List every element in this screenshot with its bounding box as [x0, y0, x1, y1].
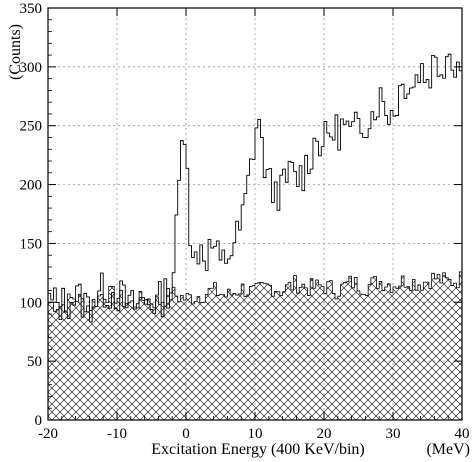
y-tick-label: 350: [20, 1, 43, 17]
y-tick-label: 150: [20, 236, 43, 252]
y-tick-label: 0: [35, 413, 43, 429]
background-histogram: [47, 271, 463, 421]
y-axis-ticks: 0 50 100 150 200 250 300 350: [20, 1, 462, 429]
x-tick-label: 20: [317, 426, 332, 442]
y-axis-label: (Counts): [7, 24, 24, 80]
y-tick-label: 200: [20, 178, 43, 194]
background-hatched-area: [47, 271, 463, 421]
x-tick-label: 30: [386, 426, 401, 442]
x-tick-label: 10: [248, 426, 263, 442]
x-axis-ticks: -20 -10 0 10 20 30 40: [38, 8, 470, 442]
y-tick-label: 100: [20, 295, 43, 311]
total-step-line: [48, 53, 462, 323]
x-tick-label: 40: [455, 426, 470, 442]
x-axis-unit-label: (MeV): [426, 441, 470, 458]
x-tick-label: 0: [182, 426, 190, 442]
total-histogram: [48, 53, 462, 323]
y-tick-label: 50: [27, 354, 42, 370]
x-axis-label: Excitation Energy (400 KeV/bin): [151, 441, 364, 458]
x-tick-label: -10: [107, 426, 127, 442]
y-tick-label: 250: [20, 119, 43, 135]
y-tick-label: 300: [20, 60, 43, 76]
x-tick-label: -20: [38, 426, 58, 442]
